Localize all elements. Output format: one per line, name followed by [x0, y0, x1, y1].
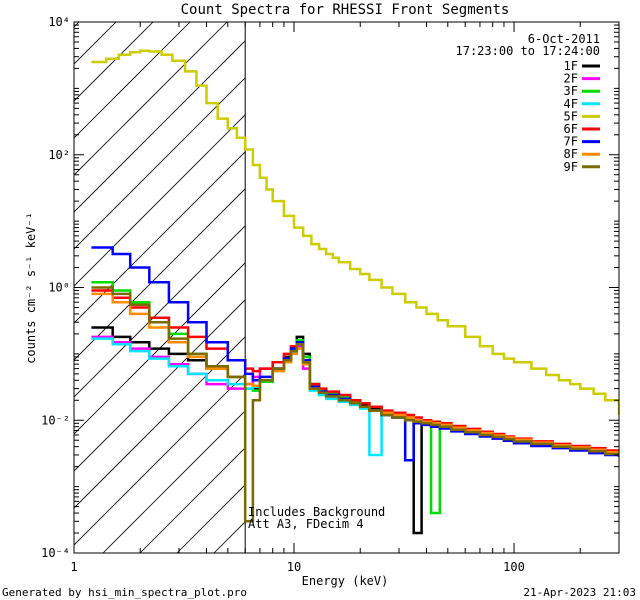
- legend-label-3F: 3F: [564, 84, 578, 98]
- x-tick-label-2: 100: [503, 560, 525, 574]
- legend-label-5F: 5F: [564, 109, 578, 123]
- legend-label-4F: 4F: [564, 97, 578, 111]
- x-axis-label: Energy (keV): [302, 574, 389, 588]
- series-line-9F: [91, 286, 619, 523]
- legend-label-1F: 1F: [564, 59, 578, 73]
- annotation-background: Includes Background: [248, 505, 385, 519]
- y-tick-label-1: 10⁻²: [41, 413, 70, 427]
- x-tick-label-1: 10: [287, 560, 301, 574]
- y-tick-label-2: 10⁰: [48, 281, 70, 295]
- legend-label-8F: 8F: [564, 147, 578, 161]
- y-tick-label-3: 10²: [48, 148, 70, 162]
- legend-label-9F: 9F: [564, 160, 578, 174]
- series-line-5F: [91, 49, 619, 415]
- time-range-text: 17:23:00 to 17:24:00: [456, 44, 601, 58]
- y-tick-label-0: 10⁻⁴: [41, 546, 70, 560]
- legend-label-2F: 2F: [564, 72, 578, 86]
- y-tick-labels: 10⁻⁴ 10⁻² 10⁰ 10² 10⁴: [41, 15, 70, 560]
- axis-ticks: [73, 21, 620, 554]
- footer-timestamp: 21-Apr-2023 21:03: [523, 586, 636, 599]
- hatched-region: [74, 22, 246, 553]
- chart-title: Count Spectra for RHESSI Front Segments: [181, 2, 510, 18]
- legend-label-6F: 6F: [564, 122, 578, 136]
- annotation-attenuator: Att A3, FDecim 4: [248, 517, 364, 531]
- x-tick-label-0: 1: [70, 560, 77, 574]
- series-layer: [91, 49, 619, 535]
- y-tick-label-4: 10⁴: [48, 15, 70, 29]
- footer-generated-by: Generated by hsi_min_spectra_plot.pro: [2, 586, 247, 599]
- x-tick-labels: 1 10 100: [70, 560, 524, 574]
- legend-label-7F: 7F: [564, 135, 578, 149]
- date-text: 6-Oct-2011: [528, 32, 600, 46]
- y-axis-label: counts cm⁻² s⁻¹ keV⁻¹: [24, 212, 38, 364]
